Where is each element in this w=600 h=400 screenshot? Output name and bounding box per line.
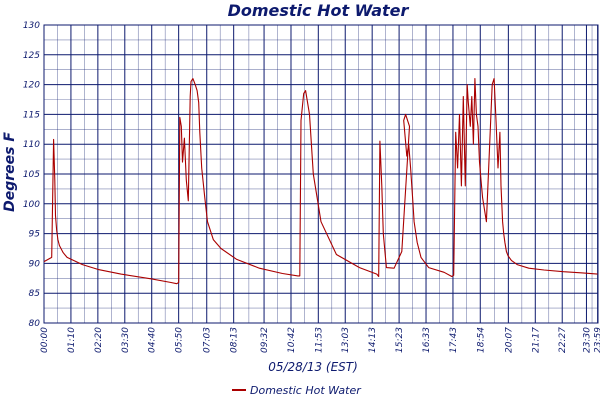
y-tick-label: 105	[23, 170, 40, 180]
x-tick-label: 07:03	[203, 327, 213, 353]
y-tick-label: 95	[29, 230, 41, 240]
x-tick-label: 22:27	[558, 327, 568, 353]
y-tick-label: 130	[23, 21, 40, 31]
x-tick-label: 04:40	[148, 327, 158, 353]
x-tick-label: 17:43	[449, 327, 459, 353]
x-tick-label: 14:13	[368, 327, 378, 353]
x-tick-label: 20:07	[504, 327, 514, 353]
legend-label: Domestic Hot Water	[250, 384, 362, 397]
y-tick-label: 90	[29, 259, 41, 269]
legend: Domestic Hot Water	[232, 384, 362, 397]
y-tick-label: 115	[23, 110, 40, 120]
y-tick-label: 85	[29, 289, 41, 299]
x-tick-labels: 00:00 01:10 02:20 03:30 04:40 05:50 07:03 08:13…	[40, 327, 600, 353]
x-tick-label: 23:30	[582, 327, 592, 353]
x-tick-label: 08:13	[230, 327, 240, 353]
chart-title: Domestic Hot Water	[228, 1, 410, 20]
x-tick-label: 23:59	[594, 327, 600, 353]
x-tick-label: 03:30	[121, 327, 131, 353]
x-tick-label: 21:17	[531, 327, 541, 353]
grid	[43, 24, 599, 324]
y-tick-label: 100	[23, 200, 40, 210]
x-tick-label: 13:03	[341, 327, 351, 353]
x-axis-label: 05/28/13 (EST)	[268, 360, 358, 374]
y-axis-label: Degrees F	[2, 132, 18, 212]
x-tick-label: 01:10	[67, 327, 77, 353]
x-tick-label: 02:20	[94, 327, 104, 353]
x-tick-label: 05:50	[175, 327, 185, 353]
y-tick-label: 120	[23, 81, 40, 91]
x-tick-label: 09:32	[260, 327, 270, 353]
series-line-domestic-hot-water	[43, 78, 598, 285]
x-tick-label: 11:53	[314, 327, 324, 353]
series-layer	[43, 78, 598, 285]
x-tick-label: 16:33	[422, 327, 432, 353]
x-tick-label: 18:54	[476, 327, 486, 353]
x-tick-label: 10:42	[287, 327, 297, 353]
y-tick-label: 80	[29, 319, 41, 329]
y-tick-labels: 80 85 90 95 100 105 110 115 120 125 130	[23, 21, 40, 329]
x-tick-label: 15:23	[395, 327, 405, 353]
y-tick-label: 110	[23, 140, 40, 150]
x-tick-label: 00:00	[40, 327, 50, 353]
y-tick-label: 125	[23, 51, 40, 61]
